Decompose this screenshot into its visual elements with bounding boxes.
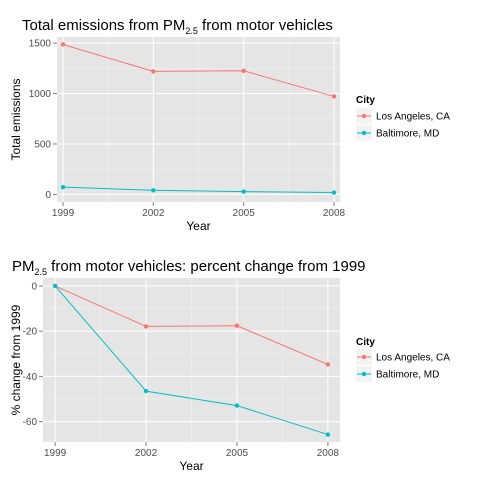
y-tick-label: -60 — [23, 417, 38, 428]
y-axis-ticks: 0 500 1000 1500 — [29, 39, 57, 201]
y-axis-title: Total emissions — [9, 78, 23, 160]
data-point — [60, 42, 66, 47]
legend-label: Los Angeles, CA — [376, 353, 450, 364]
series-lines — [54, 285, 329, 436]
gridlines — [43, 278, 340, 442]
x-tick-label: 2008 — [317, 448, 340, 459]
x-tick-label: 2005 — [233, 208, 256, 219]
data-point — [151, 188, 156, 193]
plot-total-emissions: Total emissions from PM2.5 from motor ve… — [9, 17, 450, 233]
data-point — [234, 323, 240, 328]
y-tick-label: -20 — [23, 327, 38, 338]
data-point — [60, 184, 66, 190]
legend-title: City — [356, 95, 375, 106]
x-axis-ticks: 1999 2002 2005 2008 — [52, 202, 346, 219]
series-line — [54, 285, 329, 365]
series-line — [54, 285, 329, 436]
y-tick-label: 1500 — [29, 39, 52, 50]
series-lines — [62, 43, 335, 194]
data-point — [325, 432, 331, 437]
data-point — [331, 94, 337, 99]
legend-label: Baltimore, MD — [376, 370, 439, 381]
legend-key-point — [361, 371, 367, 377]
x-tick-label: 2008 — [323, 208, 346, 219]
legend: City Los Angeles, CA Baltimore, MD — [355, 95, 450, 142]
y-tick-label: -40 — [23, 372, 38, 383]
x-tick-label: 1999 — [52, 208, 75, 219]
legend-label: Los Angeles, CA — [376, 112, 450, 123]
x-tick-label: 2002 — [142, 208, 165, 219]
series-line — [62, 43, 335, 97]
data-point — [151, 69, 156, 74]
data-point — [325, 362, 331, 367]
data-point — [241, 68, 246, 74]
x-tick-label: 1999 — [44, 448, 67, 459]
x-tick-label: 2002 — [135, 448, 158, 459]
x-axis-title: Year — [186, 219, 210, 233]
legend: City Los Angeles, CA Baltimore, MD — [355, 337, 450, 383]
series-line — [63, 186, 334, 194]
y-tick-label: 500 — [34, 139, 51, 150]
legend-key-point — [361, 130, 367, 136]
y-axis-title: % change from 1999 — [9, 304, 23, 415]
y-tick-label: 0 — [31, 281, 37, 292]
legend-key-point — [361, 113, 367, 119]
plot-percent-change: PM2.5 from motor vehicles: percent chang… — [9, 258, 450, 473]
gridlines — [57, 37, 340, 202]
legend-key-point — [361, 354, 367, 360]
data-points — [52, 283, 331, 437]
x-axis-title: Year — [179, 459, 203, 473]
data-point — [143, 324, 149, 329]
data-point — [234, 403, 240, 408]
data-point — [331, 190, 337, 195]
x-axis-ticks: 1999 2002 2005 2008 — [44, 442, 339, 459]
legend-label: Baltimore, MD — [376, 129, 439, 140]
legend-title: City — [356, 337, 375, 348]
data-points — [60, 42, 337, 195]
y-axis-ticks: -60 -40 -20 0 — [23, 281, 43, 428]
x-tick-label: 2005 — [226, 448, 249, 459]
plot-title: PM2.5 from motor vehicles: percent chang… — [12, 258, 366, 277]
data-point — [143, 388, 149, 394]
plot-title: Total emissions from PM2.5 from motor ve… — [22, 17, 333, 36]
y-tick-label: 1000 — [29, 89, 52, 100]
data-point — [52, 283, 58, 289]
data-point — [241, 189, 246, 194]
y-tick-label: 0 — [45, 190, 51, 201]
